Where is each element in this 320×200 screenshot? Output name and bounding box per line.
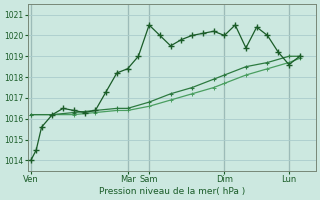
X-axis label: Pression niveau de la mer( hPa ): Pression niveau de la mer( hPa ): [99, 187, 245, 196]
